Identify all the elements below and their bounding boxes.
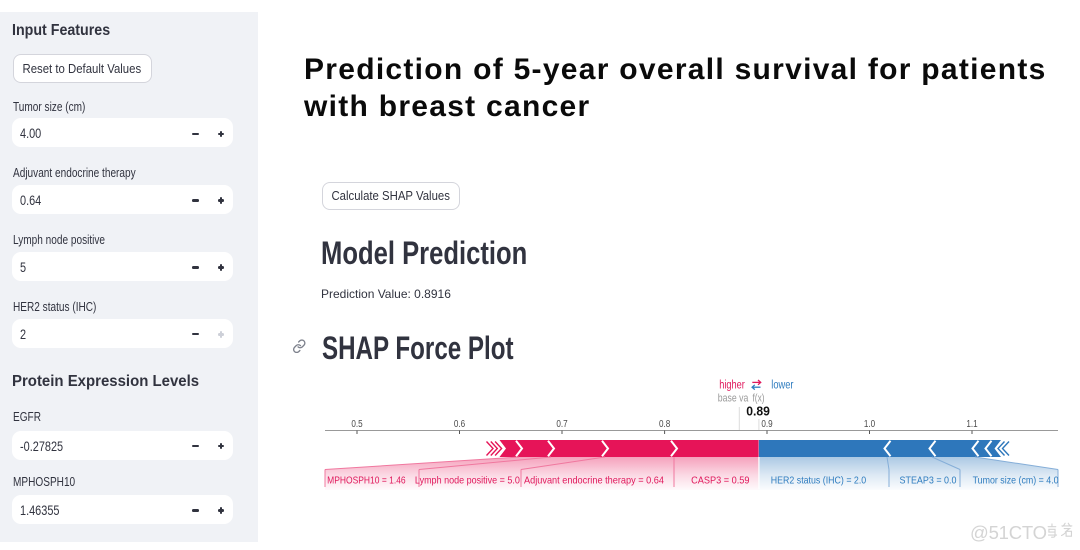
svg-text:1.0: 1.0 [864, 419, 876, 430]
svg-text:1.1: 1.1 [966, 419, 978, 430]
svg-text:0.9: 0.9 [761, 419, 773, 430]
svg-text:f(x): f(x) [753, 393, 765, 405]
svg-text:0.8: 0.8 [659, 419, 671, 430]
svg-text:0.5: 0.5 [351, 419, 363, 430]
svg-text:Tumor size (cm) = 4.0: Tumor size (cm) = 4.0 [973, 475, 1059, 486]
svg-text:Lymph node positive = 5.0: Lymph node positive = 5.0 [415, 475, 520, 486]
svg-text:MPHOSPH10 = 1.46: MPHOSPH10 = 1.46 [327, 475, 406, 486]
svg-text:STEAP3 = 0.0: STEAP3 = 0.0 [900, 475, 957, 486]
svg-text:0.7: 0.7 [556, 419, 568, 430]
svg-text:Adjuvant endocrine therapy = 0: Adjuvant endocrine therapy = 0.64 [524, 475, 664, 486]
svg-text:0.6: 0.6 [454, 419, 466, 430]
svg-text:higher: higher [719, 380, 745, 392]
svg-text:CASP3 = 0.59: CASP3 = 0.59 [691, 475, 750, 486]
svg-text:base va: base va [718, 393, 749, 405]
svg-text:0.89: 0.89 [746, 404, 770, 419]
svg-text:HER2 status (IHC) = 2.0: HER2 status (IHC) = 2.0 [771, 475, 867, 486]
svg-text:lower: lower [771, 380, 793, 392]
